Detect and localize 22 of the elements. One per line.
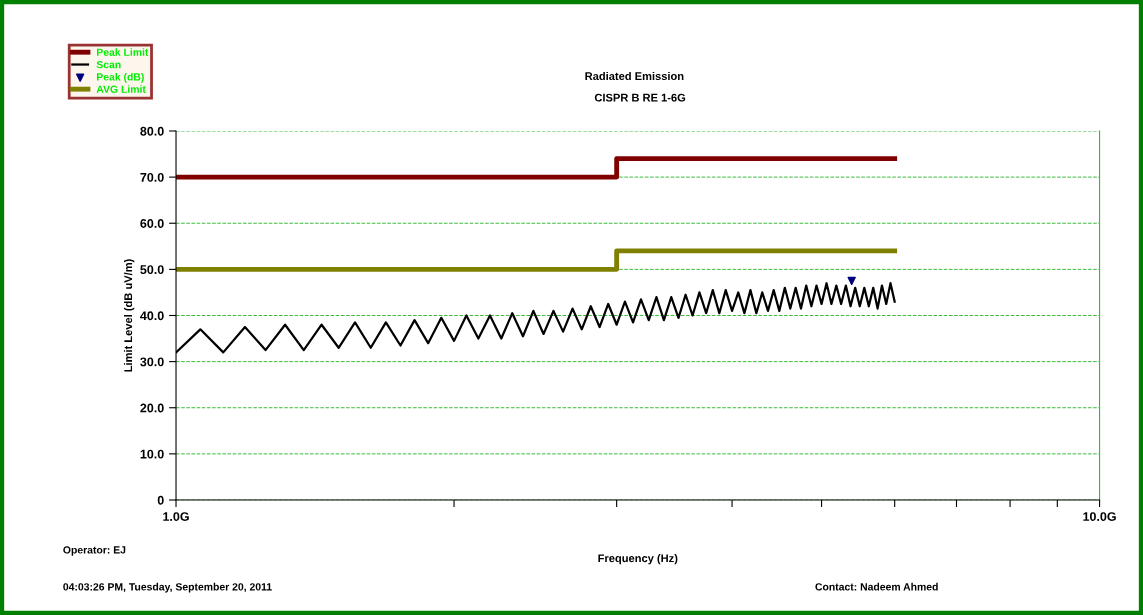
y-tick-label: 40.0 xyxy=(140,311,164,321)
y-axis-title: Limit Level (dB uV/m) xyxy=(123,259,135,372)
y-tick-label: 50.0 xyxy=(140,265,164,275)
y-tick-label: 70.0 xyxy=(140,172,164,182)
x-tick-label: 10.0G xyxy=(1083,512,1116,521)
y-tick-label: 30.0 xyxy=(140,357,164,367)
y-tick-label: 80.0 xyxy=(140,126,164,136)
legend-label: Peak Limit xyxy=(97,48,149,56)
y-tick-label: 20.0 xyxy=(140,403,164,413)
x-axis-title: Frequency (Hz) xyxy=(598,554,678,565)
legend-label: Peak (dB) xyxy=(97,72,144,83)
legend-label: Scan xyxy=(96,60,121,69)
text: Operator: EJ xyxy=(63,546,126,556)
text: 04:03:26 PM, Tuesday, September 20, 2011 xyxy=(63,582,272,593)
x-tick-label: 1.0G xyxy=(163,512,189,521)
legend-label: AVG Limit xyxy=(96,85,146,93)
chart-title: Radiated Emission xyxy=(585,71,684,81)
y-tick-label: 60.0 xyxy=(140,219,164,228)
text: Contact: Nadeem Ahmed xyxy=(815,582,938,591)
chart-subtitle: CISPR B RE 1-6G xyxy=(594,93,686,102)
y-tick-label: 0 xyxy=(157,495,164,505)
y-tick-label: 10.0 xyxy=(140,449,164,459)
